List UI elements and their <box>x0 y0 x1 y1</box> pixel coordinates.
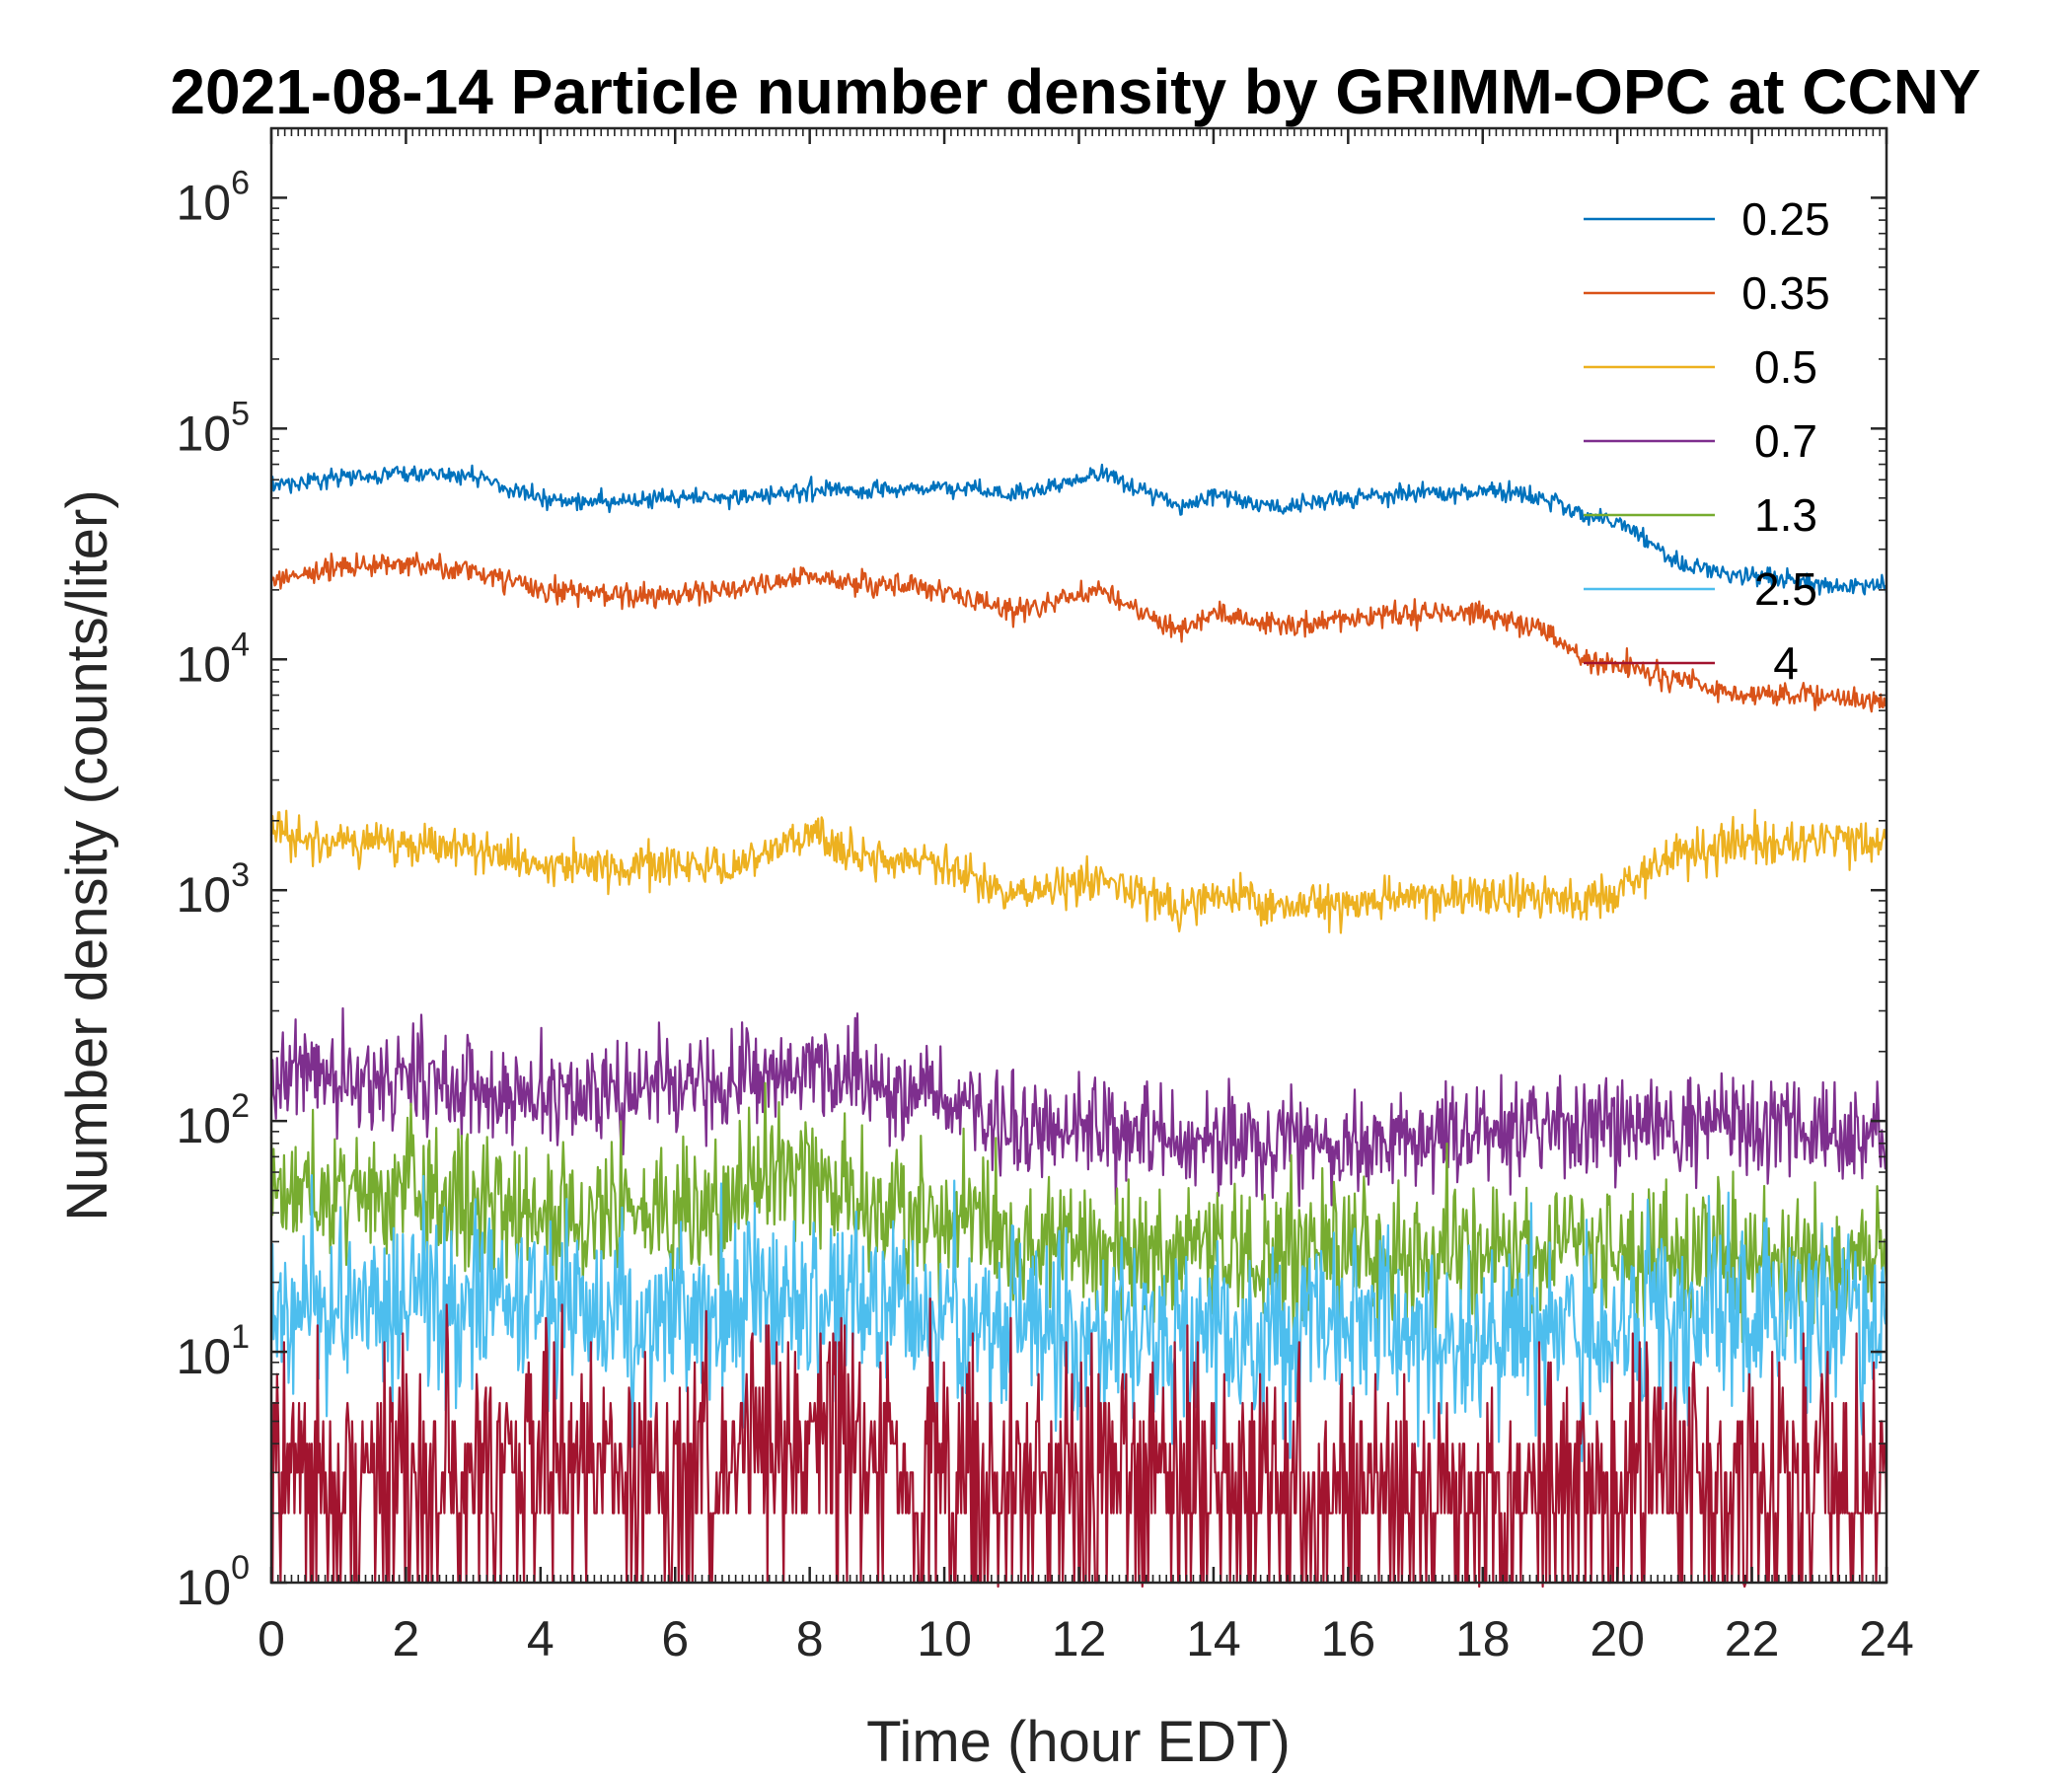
x-tick-label: 24 <box>1859 1611 1914 1666</box>
legend-label-6: 4 <box>1773 637 1799 689</box>
x-tick-label: 4 <box>527 1611 555 1666</box>
x-tick-label: 22 <box>1725 1611 1780 1666</box>
legend-label-5: 2.5 <box>1754 563 1817 615</box>
x-tick-label: 2 <box>393 1611 420 1666</box>
legend-label-4: 1.3 <box>1754 489 1817 541</box>
y-tick-labels: 100 101 102 103 104 105 106 <box>176 164 250 1615</box>
legend-label-1: 0.35 <box>1741 267 1830 319</box>
y-tick-label: 106 <box>176 164 250 230</box>
x-tick-label: 16 <box>1321 1611 1376 1666</box>
x-tick-label: 14 <box>1186 1611 1241 1666</box>
x-tick-label: 12 <box>1052 1611 1107 1666</box>
y-tick-label: 101 <box>176 1318 250 1384</box>
y-tick-label: 102 <box>176 1087 250 1153</box>
legend-label-2: 0.5 <box>1754 341 1817 393</box>
series-line-2 <box>269 808 1888 934</box>
series-line-3 <box>269 1006 1888 1208</box>
x-axis-label: Time (hour EDT) <box>866 1710 1291 1774</box>
chart-title: 2021-08-14 Particle number density by GR… <box>170 56 1980 127</box>
legend-label-3: 0.7 <box>1754 415 1817 467</box>
y-tick-label: 100 <box>176 1549 250 1615</box>
x-tick-label: 6 <box>661 1611 689 1666</box>
x-tick-labels: 0 2 4 6 8 10 12 14 16 18 20 22 24 <box>258 1611 1914 1666</box>
x-tick-label: 10 <box>917 1611 972 1666</box>
series-line-5 <box>269 1174 1888 1463</box>
x-tick-label: 0 <box>258 1611 285 1666</box>
x-tick-label: 20 <box>1590 1611 1645 1666</box>
plot-area-border <box>269 126 1888 1585</box>
y-tick-label: 105 <box>176 395 250 461</box>
y-tick-label: 104 <box>176 626 250 692</box>
series-line-1 <box>269 552 1888 713</box>
legend: 0.25 0.35 0.5 0.7 1.3 2.5 4 <box>1584 193 1830 689</box>
y-tick-label: 103 <box>176 856 250 923</box>
series-layer <box>269 463 1888 1589</box>
y-axis-label: Number density (counts/liter) <box>55 489 119 1221</box>
x-tick-label: 8 <box>796 1611 824 1666</box>
minor-ticks <box>270 127 1887 1583</box>
series-line-0 <box>269 463 1888 596</box>
series-line-4 <box>269 1081 1888 1346</box>
x-tick-label: 18 <box>1455 1611 1511 1666</box>
legend-label-0: 0.25 <box>1741 193 1830 245</box>
